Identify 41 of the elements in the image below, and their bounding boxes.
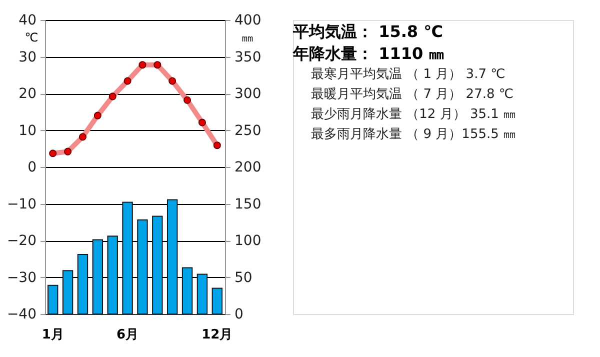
y-tick-label: −10 [6,196,36,212]
y-tick-label: −40 [6,306,36,322]
bar [182,267,193,314]
y-tick-label: 20 [18,86,36,102]
bar [107,236,118,314]
bar [212,288,223,314]
y-tick-label: −20 [6,233,36,249]
y-tick-label: 10 [18,122,36,139]
bar [196,274,208,314]
y2-tick-label: 300 [234,86,262,102]
x-tick-label: 6月 [116,328,139,342]
y-tick-label: 30 [18,49,36,66]
text: 最多雨月降水量 （ 9 月）155.5 ㎜ [311,127,516,142]
bar [137,219,148,314]
y-tick-label: 0 [28,160,36,176]
text: 最少雨月降水量 （12 月） 35.1 ㎜ [311,107,516,122]
bar [122,202,133,314]
y-tick-label: −30 [6,270,36,286]
y2-tick-label: 400 [234,12,262,28]
bar [62,270,74,314]
bar [47,284,58,314]
text: 最暖月平均気温 （ 7 月） 27.8 ℃ [311,87,514,102]
y-tick-label: 40 [18,12,36,28]
bar [92,239,104,314]
bar [166,199,178,314]
y2-tick-label: 350 [234,49,262,66]
text: 最寒月平均気温 （ 1 月） 3.7 ℃ [311,66,506,82]
bar [152,216,163,314]
y-axis-title: ℃ [24,30,38,44]
y2-tick-label: 50 [234,270,252,286]
y2-axis-title: ㎜ [242,30,254,44]
y2-tick-label: 150 [234,196,262,212]
text: 平均気温： 15.8 ℃ [292,22,443,41]
y2-tick-label: 250 [234,122,262,139]
bar [77,254,88,314]
x-tick-label: 1月 [42,328,64,342]
y2-tick-label: 200 [234,160,262,176]
text: 年降水量： 1110 ㎜ [292,44,445,63]
y2-tick-label: 100 [234,233,262,249]
x-tick-label: 12月 [202,328,233,342]
y2-tick-label: 0 [234,306,244,322]
